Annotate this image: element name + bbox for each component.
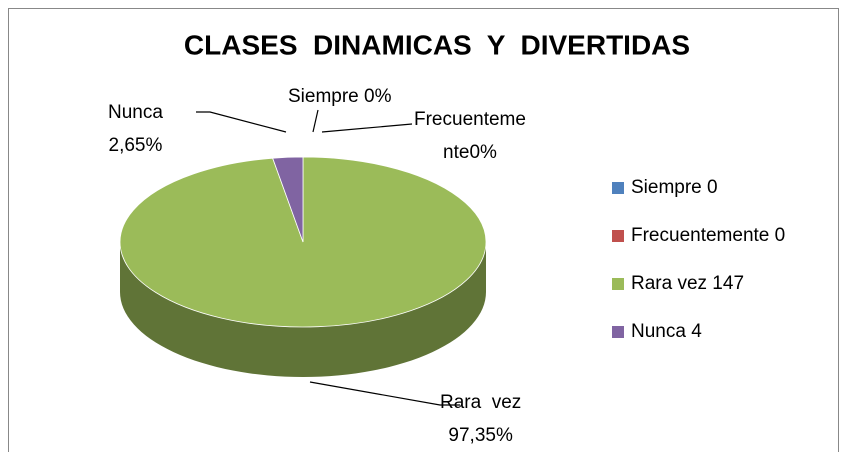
legend-label: Frecuentemente 0 bbox=[631, 225, 785, 246]
legend-swatch bbox=[612, 182, 624, 194]
data-label: Frecuenteme nte0% bbox=[414, 109, 526, 163]
legend-label: Rara vez 147 bbox=[631, 273, 744, 294]
pie-side bbox=[120, 242, 486, 377]
legend-label: Siempre 0 bbox=[631, 177, 718, 198]
leader-line bbox=[312, 109, 319, 133]
leader-line bbox=[309, 381, 460, 406]
data-label: Rara vez 97,35% bbox=[440, 392, 522, 446]
legend-swatch bbox=[612, 230, 624, 242]
legend-swatch bbox=[612, 278, 624, 290]
data-label: Siempre 0% bbox=[288, 86, 392, 107]
legend: Siempre 0 Frecuentemente 0 Rara vez 147 Nun… bbox=[612, 177, 785, 342]
legend-label: Nunca 4 bbox=[631, 321, 702, 342]
leader-line bbox=[196, 111, 287, 133]
pie bbox=[119, 156, 487, 377]
chart-title: CLASES DINAMICAS Y DIVERTIDAS bbox=[184, 29, 690, 60]
pie-slice bbox=[272, 156, 304, 243]
legend-swatch bbox=[612, 326, 624, 338]
data-label: Nunca 2,65% bbox=[108, 102, 163, 156]
leader-line bbox=[321, 123, 413, 133]
leader-lines bbox=[196, 109, 460, 406]
